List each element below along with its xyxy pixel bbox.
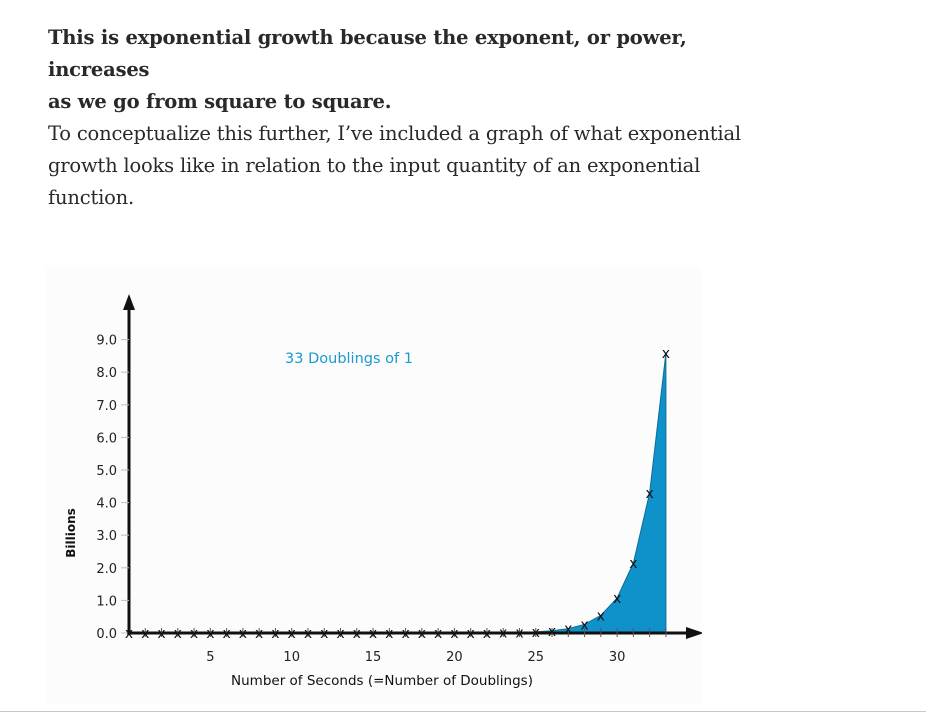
data-point-marker: x <box>255 626 263 642</box>
bold-paragraph-line-1: This is exponential growth because the e… <box>48 26 687 81</box>
data-point-marker: x <box>662 346 670 362</box>
body-paragraph-line-1: To conceptualize this further, I’ve incl… <box>48 122 741 145</box>
y-tick-label: 0.0 <box>96 627 117 642</box>
y-tick-label: 1.0 <box>96 594 117 609</box>
data-point-marker: x <box>157 626 165 642</box>
data-point-marker: x <box>645 486 653 502</box>
data-point-marker: x <box>467 626 475 642</box>
page-bottom-divider <box>0 711 926 712</box>
x-tick-label: 25 <box>527 650 544 665</box>
data-point-marker: x <box>125 626 133 642</box>
x-axis-label: Number of Seconds (=Number of Doublings) <box>231 673 533 689</box>
data-point-marker: x <box>141 626 149 642</box>
x-axis-arrow <box>686 627 702 639</box>
area-fill <box>129 352 667 634</box>
x-tick-label: 5 <box>206 650 214 665</box>
x-tick-label: 20 <box>446 650 463 665</box>
data-point-marker: x <box>515 625 523 641</box>
data-point-marker: x <box>434 626 442 642</box>
data-point-marker: x <box>450 626 458 642</box>
data-point-marker: x <box>580 617 588 633</box>
data-point-marker: x <box>206 626 214 642</box>
data-point-marker: x <box>483 626 491 642</box>
exponential-growth-figure: 0.0 1.0 2.0 3.0 4.0 5.0 6.0 7.0 8.0 9.0 5 10 15 20 25 3… <box>46 268 702 704</box>
data-point-marker: x <box>288 626 296 642</box>
y-tick-label: 7.0 <box>96 399 117 414</box>
data-point-marker: x <box>222 626 230 642</box>
data-point-marker: x <box>418 626 426 642</box>
data-point-marker: x <box>239 626 247 642</box>
body-paragraph: To conceptualize this further, I’ve incl… <box>48 118 748 214</box>
y-tick-label: 3.0 <box>96 529 117 544</box>
data-point-marker: x <box>597 608 605 624</box>
body-paragraph-line-3: function. <box>48 186 135 209</box>
exponential-growth-chart: 0.0 1.0 2.0 3.0 4.0 5.0 6.0 7.0 8.0 9.0 5 10 15 20 25 3… <box>64 294 702 689</box>
y-tick-label: 4.0 <box>96 497 117 512</box>
x-tick-label: 10 <box>283 650 300 665</box>
y-tick-label: 9.0 <box>96 334 117 349</box>
data-point-marker: x <box>499 626 507 642</box>
data-point-marker: x <box>613 591 621 607</box>
y-tick-label: 8.0 <box>96 366 117 381</box>
data-point-marker: x <box>532 625 540 641</box>
x-tick-label: 30 <box>609 650 626 665</box>
data-point-marker: x <box>190 626 198 642</box>
data-point-marker: x <box>548 624 556 640</box>
y-axis-label: Billions <box>64 508 78 558</box>
y-tick-label: 2.0 <box>96 562 117 577</box>
y-axis-arrow <box>123 294 135 310</box>
data-point-marker: x <box>304 626 312 642</box>
data-point-marker: x <box>564 622 572 638</box>
data-point-marker: x <box>401 626 409 642</box>
data-point-marker: x <box>385 626 393 642</box>
data-point-marker: x <box>629 556 637 572</box>
data-point-marker: x <box>271 626 279 642</box>
y-tick-label: 6.0 <box>96 431 117 446</box>
body-paragraph-line-2: growth looks like in relation to the inp… <box>48 154 701 177</box>
data-point-marker: x <box>336 626 344 642</box>
chart-title: 33 Doublings of 1 <box>285 351 413 367</box>
bold-paragraph: This is exponential growth because the e… <box>48 22 748 118</box>
bold-paragraph-line-2: as we go from square to square. <box>48 90 392 113</box>
data-point-marker: x <box>369 626 377 642</box>
data-point-marker: x <box>353 626 361 642</box>
data-point-marker: x <box>320 626 328 642</box>
data-point-marker: x <box>174 626 182 642</box>
x-tick-label: 15 <box>365 650 382 665</box>
y-tick-label: 5.0 <box>96 464 117 479</box>
